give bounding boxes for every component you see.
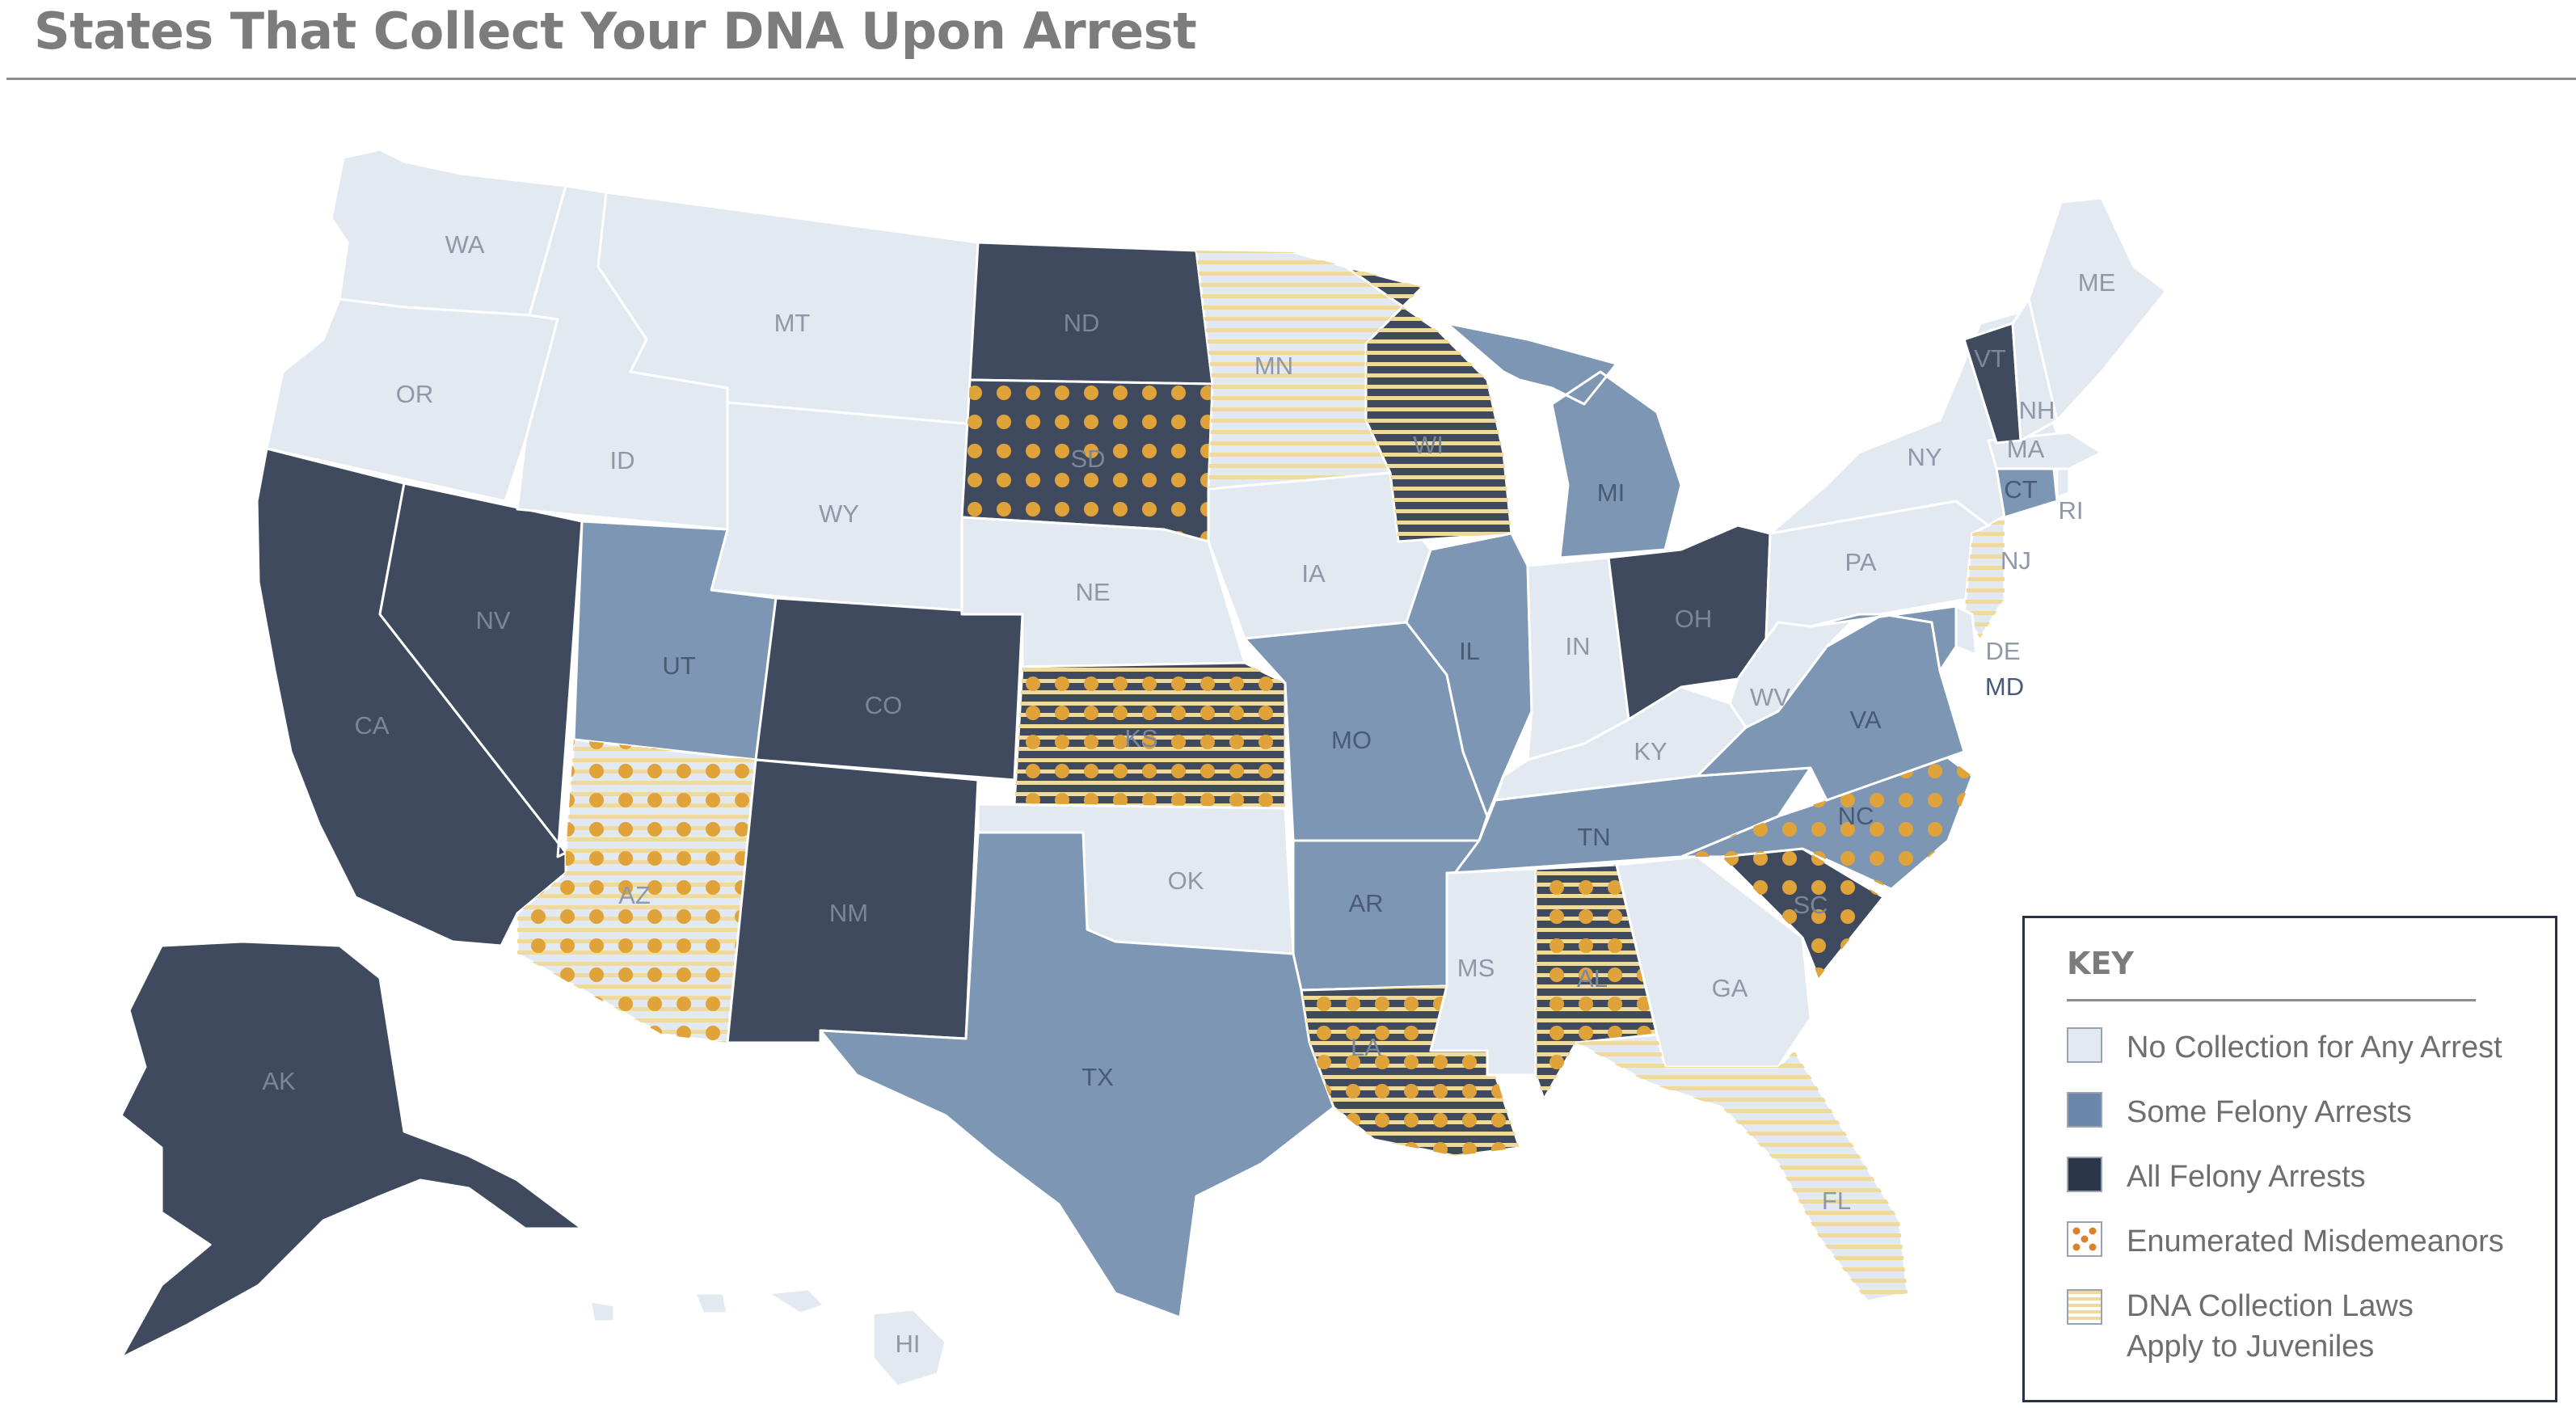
state-label-nv: NV xyxy=(475,606,510,634)
legend-swatch-all-felony xyxy=(2067,1157,2102,1192)
state-mn-juvenile-pattern xyxy=(1196,251,1423,489)
state-hi xyxy=(588,1288,947,1388)
map-legend: KEY No Collection for Any Arrest Some Fe… xyxy=(2022,916,2557,1402)
state-la-misdemeanor-pattern xyxy=(1301,986,1520,1156)
state-label-me: ME xyxy=(2078,268,2116,297)
state-label-mt: MT xyxy=(774,309,811,337)
state-or xyxy=(265,297,559,503)
legend-item-all-felony: All Felony Arrests xyxy=(2067,1157,2366,1197)
state-label-ok: OK xyxy=(1168,866,1204,895)
state-ak xyxy=(120,940,584,1360)
state-label-nj: NJ xyxy=(2001,546,2031,575)
state-label-vt: VT xyxy=(1974,344,2006,373)
state-label-nd: ND xyxy=(1064,309,1100,337)
state-label-ms: MS xyxy=(1457,954,1495,982)
state-label-wy: WY xyxy=(819,500,859,528)
state-nv xyxy=(378,482,584,858)
state-md xyxy=(1809,605,1958,672)
legend-label: Enumerated Misdemeanors xyxy=(2127,1225,2504,1258)
state-label-mo: MO xyxy=(1331,726,1372,754)
state-label-tx: TX xyxy=(1081,1063,1114,1091)
legend-item-no-collection: No Collection for Any Arrest xyxy=(2067,1027,2502,1068)
state-label-fl: FL xyxy=(1822,1187,1851,1215)
state-label-wa: WA xyxy=(445,230,485,259)
state-label-va: VA xyxy=(1849,706,1881,734)
state-label-nc: NC xyxy=(1838,802,1874,830)
state-label-wi: WI xyxy=(1413,431,1444,459)
state-label-mi: MI xyxy=(1597,478,1625,507)
page-title: States That Collect Your DNA Upon Arrest xyxy=(34,2,1197,61)
state-sd-misdemeanor-pattern xyxy=(962,380,1212,542)
state-label-ar: AR xyxy=(1348,889,1383,917)
legend-label: Some Felony Arrests xyxy=(2127,1095,2412,1129)
state-sc-misdemeanor-pattern xyxy=(1722,849,1883,978)
state-label-ak: AK xyxy=(262,1067,296,1095)
state-nc-misdemeanor-pattern xyxy=(1681,752,1972,889)
state-label-ma: MA xyxy=(2007,435,2045,463)
legend-swatch-some-felony xyxy=(2067,1092,2102,1128)
state-label-sd: SD xyxy=(1070,445,1105,473)
state-label-ca: CA xyxy=(354,711,389,740)
legend-label: DNA Collection Laws Apply to Juveniles xyxy=(2127,1289,2414,1364)
legend-item-juveniles: DNA Collection Laws Apply to Juveniles xyxy=(2067,1286,2466,1367)
state-label-sc: SC xyxy=(1793,891,1828,919)
state-me xyxy=(2027,196,2168,422)
state-mi xyxy=(1445,322,1683,559)
state-label-ga: GA xyxy=(1712,974,1748,1002)
state-label-de: DE xyxy=(1985,637,2020,665)
state-label-ia: IA xyxy=(1301,559,1326,588)
title-divider xyxy=(6,78,2576,80)
state-ri xyxy=(2055,467,2071,499)
state-label-al: AL xyxy=(1577,964,1608,993)
state-label-il: IL xyxy=(1459,637,1480,665)
state-label-nm: NM xyxy=(829,899,868,927)
state-tx xyxy=(819,831,1335,1319)
state-label-ri: RI xyxy=(2059,496,2084,525)
legend-divider xyxy=(2067,999,2476,1001)
state-label-mn: MN xyxy=(1254,352,1293,380)
legend-label: All Felony Arrests xyxy=(2127,1160,2366,1194)
state-label-ny: NY xyxy=(1907,443,1941,471)
state-label-id: ID xyxy=(610,446,635,474)
state-nj-juvenile-pattern xyxy=(1964,517,2005,639)
state-fl-juvenile-pattern xyxy=(1576,1035,1908,1301)
state-al-misdemeanor-pattern xyxy=(1536,865,1657,1099)
state-label-co: CO xyxy=(865,691,903,719)
state-label-in: IN xyxy=(1566,632,1591,660)
state-label-pa: PA xyxy=(1845,548,1876,576)
state-label-or: OR xyxy=(396,380,434,408)
legend-swatch-no-collection xyxy=(2067,1027,2102,1063)
legend-swatch-misdemeanors xyxy=(2067,1221,2102,1257)
state-il xyxy=(1405,532,1533,818)
state-label-ct: CT xyxy=(2004,475,2037,504)
legend-label: No Collection for Any Arrest xyxy=(2127,1031,2502,1064)
legend-swatch-juveniles xyxy=(2067,1289,2102,1325)
state-label-ky: KY xyxy=(1634,737,1667,765)
state-label-nh: NH xyxy=(2019,396,2055,424)
legend-title: KEY xyxy=(2067,946,2134,981)
state-label-ks: KS xyxy=(1124,724,1157,752)
state-az-misdemeanor-pattern xyxy=(517,740,756,1043)
legend-item-misdemeanors: Enumerated Misdemeanors xyxy=(2067,1221,2504,1262)
state-ks-misdemeanor-pattern xyxy=(1014,663,1285,808)
state-label-ut: UT xyxy=(662,651,695,680)
state-wi-juvenile-pattern xyxy=(1346,267,1511,542)
state-co xyxy=(754,597,1024,782)
state-label-az: AZ xyxy=(618,881,651,909)
state-label-hi: HI xyxy=(896,1330,921,1358)
state-label-ne: NE xyxy=(1075,578,1110,606)
legend-item-some-felony: Some Felony Arrests xyxy=(2067,1092,2412,1132)
state-label-la: LA xyxy=(1351,1033,1381,1061)
state-label-oh: OH xyxy=(1675,605,1713,633)
state-label-tn: TN xyxy=(1577,823,1610,851)
state-label-wv: WV xyxy=(1750,683,1790,711)
state-label-md: MD xyxy=(1985,672,2024,701)
